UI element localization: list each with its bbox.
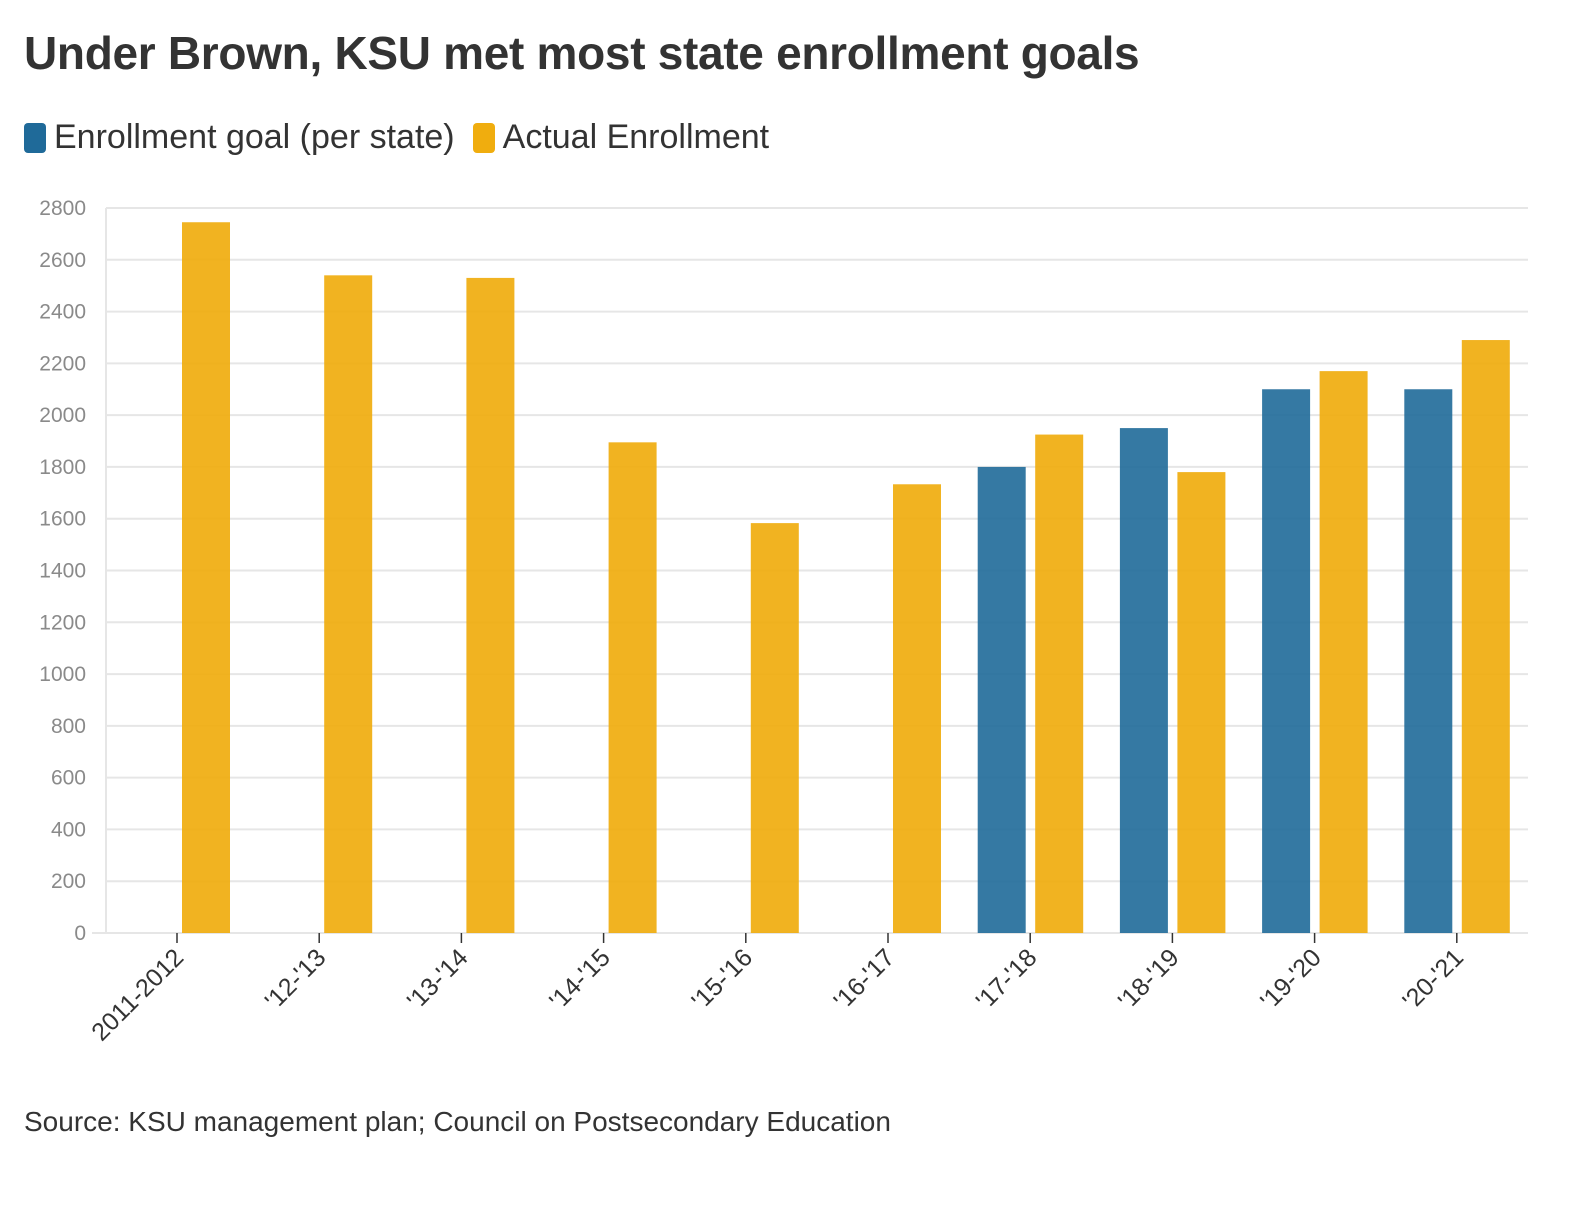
- chart-title: Under Brown, KSU met most state enrollme…: [24, 27, 1140, 79]
- legend-item-goal[interactable]: Enrollment goal (per state): [24, 118, 455, 157]
- bar-actual-8: [1319, 371, 1368, 933]
- y-tick-label-400: 400: [51, 818, 86, 841]
- bar-actual-6: [1035, 434, 1084, 933]
- y-tick-label-800: 800: [51, 715, 86, 738]
- x-tick-label-7: '18-'19: [1113, 943, 1185, 1015]
- y-tick-label-2800: 2800: [39, 197, 86, 220]
- y-tick-label-2200: 2200: [39, 352, 86, 375]
- bar-goal-6: [977, 466, 1026, 933]
- legend-swatch-goal: [24, 122, 46, 153]
- bar-actual-7: [1177, 472, 1226, 933]
- y-tick-label-1600: 1600: [39, 508, 86, 531]
- y-tick-label-1800: 1800: [39, 456, 86, 479]
- bar-actual-5: [893, 484, 941, 933]
- source-note: Source: KSU management plan; Council on …: [24, 1106, 891, 1137]
- x-tick-label-8: '19-'20: [1255, 943, 1327, 1015]
- bar-actual-2: [466, 277, 515, 933]
- x-tick-label-5: '16-'17: [828, 943, 900, 1015]
- y-tick-label-600: 600: [51, 767, 86, 790]
- y-tick-label-2000: 2000: [39, 404, 86, 427]
- y-tick-label-2600: 2600: [39, 249, 86, 272]
- x-tick-label-9: '20-'21: [1397, 943, 1469, 1015]
- legend-swatch-actual: [472, 122, 495, 153]
- legend-item-actual[interactable]: Actual Enrollment: [472, 118, 770, 157]
- x-tick-label-2: '13-'14: [402, 943, 474, 1015]
- y-tick-label-200: 200: [51, 870, 86, 893]
- legend-label-actual: Actual Enrollment: [502, 118, 770, 156]
- bar-actual-4: [750, 523, 799, 933]
- x-tick-label-0: 2011-2012: [86, 943, 189, 1046]
- legend-label-goal: Enrollment goal (per state): [54, 118, 455, 156]
- bar-actual-1: [324, 275, 373, 933]
- chart-legend: Enrollment goal (per state) Actual Enrol…: [24, 118, 769, 157]
- y-tick-label-2400: 2400: [39, 301, 86, 324]
- x-tick-label-1: '12-'13: [260, 943, 332, 1015]
- bar-chart: 0 200 400 600 800 1000 1200 1400 1600 1800 2000 220…: [39, 197, 1528, 1046]
- x-tick-label-3: '14-'15: [544, 943, 616, 1015]
- bar-actual-9: [1461, 340, 1510, 933]
- y-tick-label-1000: 1000: [39, 663, 86, 686]
- y-tick-label-1200: 1200: [39, 611, 86, 634]
- bar-goal-8: [1262, 389, 1311, 933]
- x-tick-label-6: '17-'18: [971, 943, 1043, 1015]
- bar-goal-9: [1404, 389, 1453, 933]
- x-tick-label-4: '15-'16: [686, 943, 758, 1015]
- bar-actual-0: [182, 222, 230, 933]
- y-tick-label-0: 0: [74, 922, 86, 945]
- y-tick-label-1400: 1400: [39, 560, 86, 583]
- bar-actual-3: [608, 442, 657, 933]
- bar-goal-7: [1119, 428, 1168, 933]
